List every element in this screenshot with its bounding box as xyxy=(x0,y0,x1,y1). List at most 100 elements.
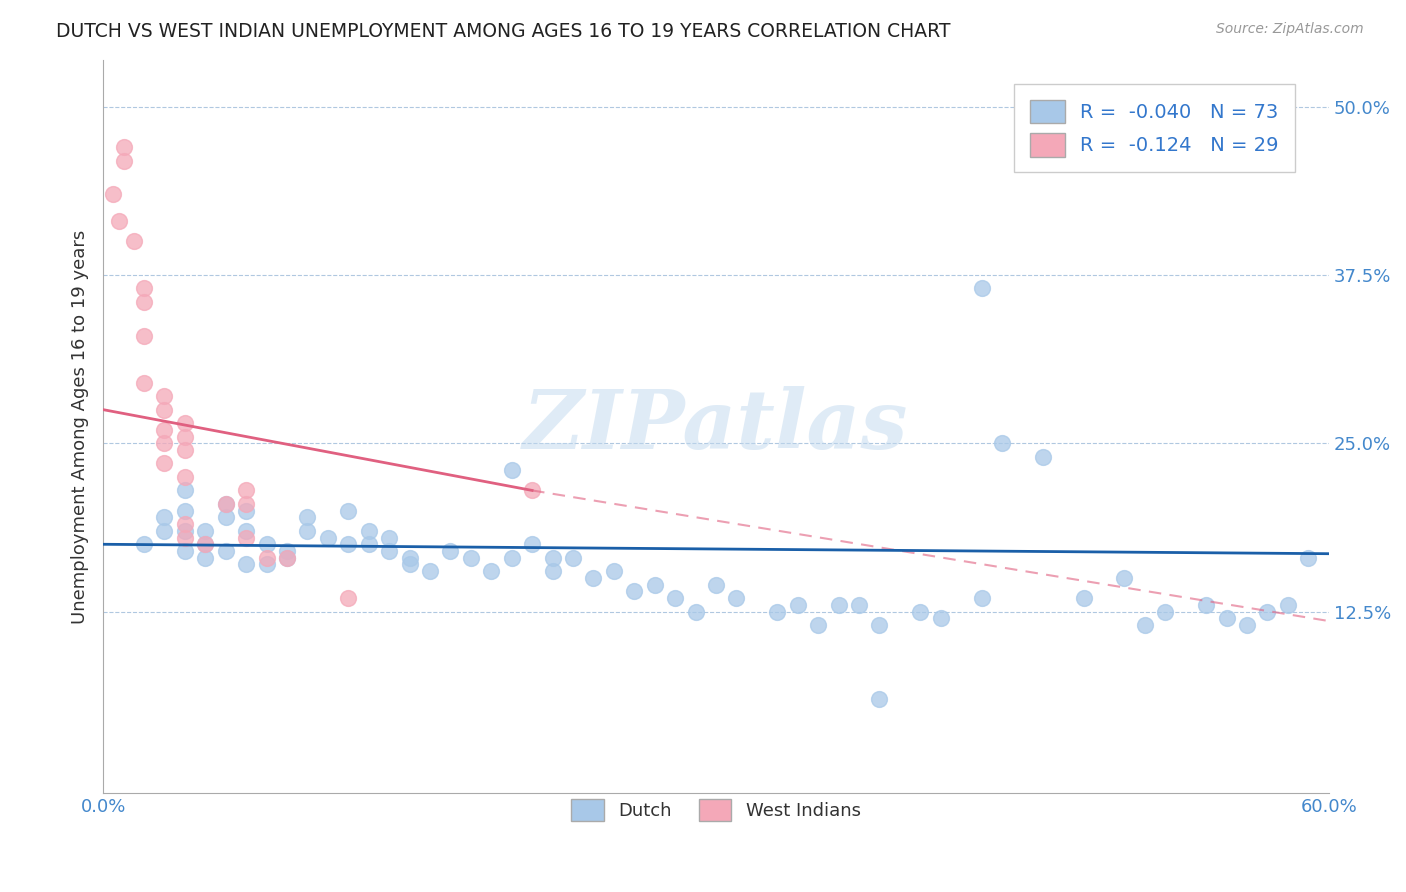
Point xyxy=(479,564,502,578)
Point xyxy=(520,537,543,551)
Point xyxy=(235,503,257,517)
Point xyxy=(194,524,217,538)
Point xyxy=(173,531,195,545)
Point xyxy=(132,376,155,390)
Point xyxy=(644,577,666,591)
Point xyxy=(215,544,238,558)
Point xyxy=(276,550,298,565)
Point xyxy=(112,153,135,168)
Text: Source: ZipAtlas.com: Source: ZipAtlas.com xyxy=(1216,22,1364,37)
Point xyxy=(153,402,176,417)
Point xyxy=(460,550,482,565)
Point xyxy=(153,524,176,538)
Point xyxy=(541,564,564,578)
Point xyxy=(848,598,870,612)
Point xyxy=(194,537,217,551)
Point xyxy=(827,598,849,612)
Point xyxy=(215,497,238,511)
Point xyxy=(1215,611,1237,625)
Point xyxy=(786,598,808,612)
Point xyxy=(173,429,195,443)
Point xyxy=(153,510,176,524)
Point xyxy=(970,591,993,606)
Point xyxy=(685,605,707,619)
Point xyxy=(1256,605,1278,619)
Point xyxy=(194,537,217,551)
Point xyxy=(562,550,585,565)
Point xyxy=(173,483,195,498)
Legend: Dutch, West Indians: Dutch, West Indians xyxy=(557,785,875,836)
Point xyxy=(766,605,789,619)
Point xyxy=(725,591,748,606)
Point xyxy=(1073,591,1095,606)
Point xyxy=(419,564,441,578)
Point xyxy=(173,517,195,532)
Point xyxy=(173,416,195,430)
Point xyxy=(153,457,176,471)
Point xyxy=(276,544,298,558)
Point xyxy=(173,470,195,484)
Point xyxy=(664,591,686,606)
Point xyxy=(501,463,523,477)
Point xyxy=(1154,605,1177,619)
Y-axis label: Unemployment Among Ages 16 to 19 years: Unemployment Among Ages 16 to 19 years xyxy=(72,229,89,624)
Point xyxy=(153,389,176,403)
Point xyxy=(194,550,217,565)
Point xyxy=(103,187,125,202)
Point xyxy=(173,524,195,538)
Point xyxy=(1195,598,1218,612)
Point xyxy=(235,531,257,545)
Point xyxy=(1277,598,1299,612)
Point xyxy=(215,510,238,524)
Point xyxy=(256,558,278,572)
Point xyxy=(1133,618,1156,632)
Text: ZIPatlas: ZIPatlas xyxy=(523,386,908,467)
Point xyxy=(256,550,278,565)
Point xyxy=(970,281,993,295)
Point xyxy=(378,531,401,545)
Point xyxy=(908,605,931,619)
Point xyxy=(623,584,645,599)
Point xyxy=(1032,450,1054,464)
Point xyxy=(398,550,420,565)
Point xyxy=(235,558,257,572)
Point xyxy=(316,531,339,545)
Point xyxy=(378,544,401,558)
Point xyxy=(357,524,380,538)
Point xyxy=(215,497,238,511)
Point xyxy=(132,328,155,343)
Point xyxy=(1215,93,1237,107)
Point xyxy=(582,571,605,585)
Point xyxy=(398,558,420,572)
Point xyxy=(929,611,952,625)
Point xyxy=(357,537,380,551)
Point xyxy=(173,443,195,458)
Point xyxy=(108,214,131,228)
Point xyxy=(132,537,155,551)
Point xyxy=(337,591,360,606)
Point xyxy=(520,483,543,498)
Point xyxy=(541,550,564,565)
Point xyxy=(132,281,155,295)
Point xyxy=(256,537,278,551)
Point xyxy=(603,564,626,578)
Point xyxy=(1236,618,1258,632)
Point xyxy=(868,618,890,632)
Point xyxy=(297,524,319,538)
Point xyxy=(704,577,727,591)
Point xyxy=(807,618,830,632)
Point xyxy=(153,423,176,437)
Point xyxy=(112,140,135,154)
Point xyxy=(235,497,257,511)
Point xyxy=(173,544,195,558)
Point xyxy=(991,436,1014,450)
Point xyxy=(153,436,176,450)
Point xyxy=(276,550,298,565)
Point xyxy=(132,294,155,309)
Point xyxy=(1114,571,1136,585)
Point xyxy=(337,537,360,551)
Point xyxy=(337,503,360,517)
Point xyxy=(235,483,257,498)
Text: DUTCH VS WEST INDIAN UNEMPLOYMENT AMONG AGES 16 TO 19 YEARS CORRELATION CHART: DUTCH VS WEST INDIAN UNEMPLOYMENT AMONG … xyxy=(56,22,950,41)
Point xyxy=(122,235,145,249)
